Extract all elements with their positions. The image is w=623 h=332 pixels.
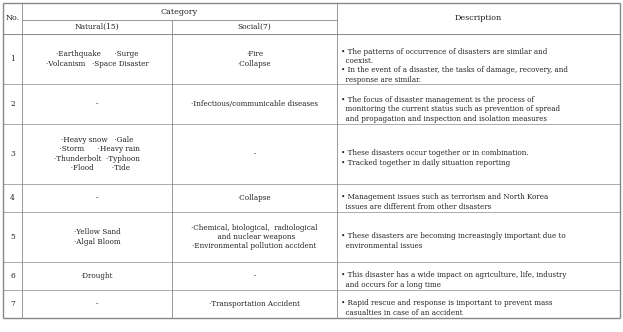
Text: ·Yellow Sand
·Algal Bloom: ·Yellow Sand ·Algal Bloom <box>74 228 120 246</box>
Text: • This disaster has a wide impact on agriculture, life, industry
  and occurs fo: • This disaster has a wide impact on agr… <box>341 272 566 289</box>
Text: • Rapid rescue and response is important to prevent mass
  casualties in case of: • Rapid rescue and response is important… <box>341 299 553 317</box>
Text: -: - <box>96 300 98 308</box>
Text: -: - <box>254 272 256 280</box>
Text: 3: 3 <box>10 150 15 158</box>
Text: ·Transportation Accident: ·Transportation Accident <box>209 300 300 308</box>
Text: • The patterns of occurrence of disasters are similar and
  coexist.
• In the ev: • The patterns of occurrence of disaster… <box>341 48 568 84</box>
Text: No.: No. <box>6 15 19 23</box>
Text: -: - <box>96 194 98 202</box>
Text: ·Fire
·Collapse: ·Fire ·Collapse <box>238 50 271 68</box>
Text: Natural(15): Natural(15) <box>75 23 120 31</box>
Text: • The focus of disaster management is the process of
  monitoring the current st: • The focus of disaster management is th… <box>341 96 560 123</box>
Text: -: - <box>96 100 98 108</box>
Text: ·Heavy snow   ·Gale
  ·Storm      ·Heavy rain
·Thunderbolt  ·Typhoon
   ·Flood  : ·Heavy snow ·Gale ·Storm ·Heavy rain ·Th… <box>54 136 140 172</box>
Text: Description: Description <box>455 15 502 23</box>
Text: • Management issues such as terrorism and North Korea
  issues are different fro: • Management issues such as terrorism an… <box>341 194 548 210</box>
Text: 2: 2 <box>10 100 15 108</box>
Text: -: - <box>254 150 256 158</box>
Text: 7: 7 <box>10 300 15 308</box>
Text: 6: 6 <box>10 272 15 280</box>
Text: ·Collapse: ·Collapse <box>238 194 271 202</box>
Text: ·Infectious/communicable diseases: ·Infectious/communicable diseases <box>191 100 318 108</box>
Text: ·Drought: ·Drought <box>81 272 113 280</box>
Text: 5: 5 <box>10 233 15 241</box>
Text: 1: 1 <box>10 55 15 63</box>
Text: 4: 4 <box>10 194 15 202</box>
Text: • These disasters are becoming increasingly important due to
  environmental iss: • These disasters are becoming increasin… <box>341 232 566 250</box>
Text: ·Earthquake      ·Surge
·Volcanism   ·Space Disaster: ·Earthquake ·Surge ·Volcanism ·Space Dis… <box>45 50 148 68</box>
Text: • These disasters occur together or in combination.
• Tracked together in daily : • These disasters occur together or in c… <box>341 149 529 167</box>
Text: Social(7): Social(7) <box>237 23 272 31</box>
Text: ·Chemical, biological,  radiological
  and nuclear weapons
·Environmental pollut: ·Chemical, biological, radiological and … <box>191 224 318 250</box>
Text: Category: Category <box>161 8 198 16</box>
